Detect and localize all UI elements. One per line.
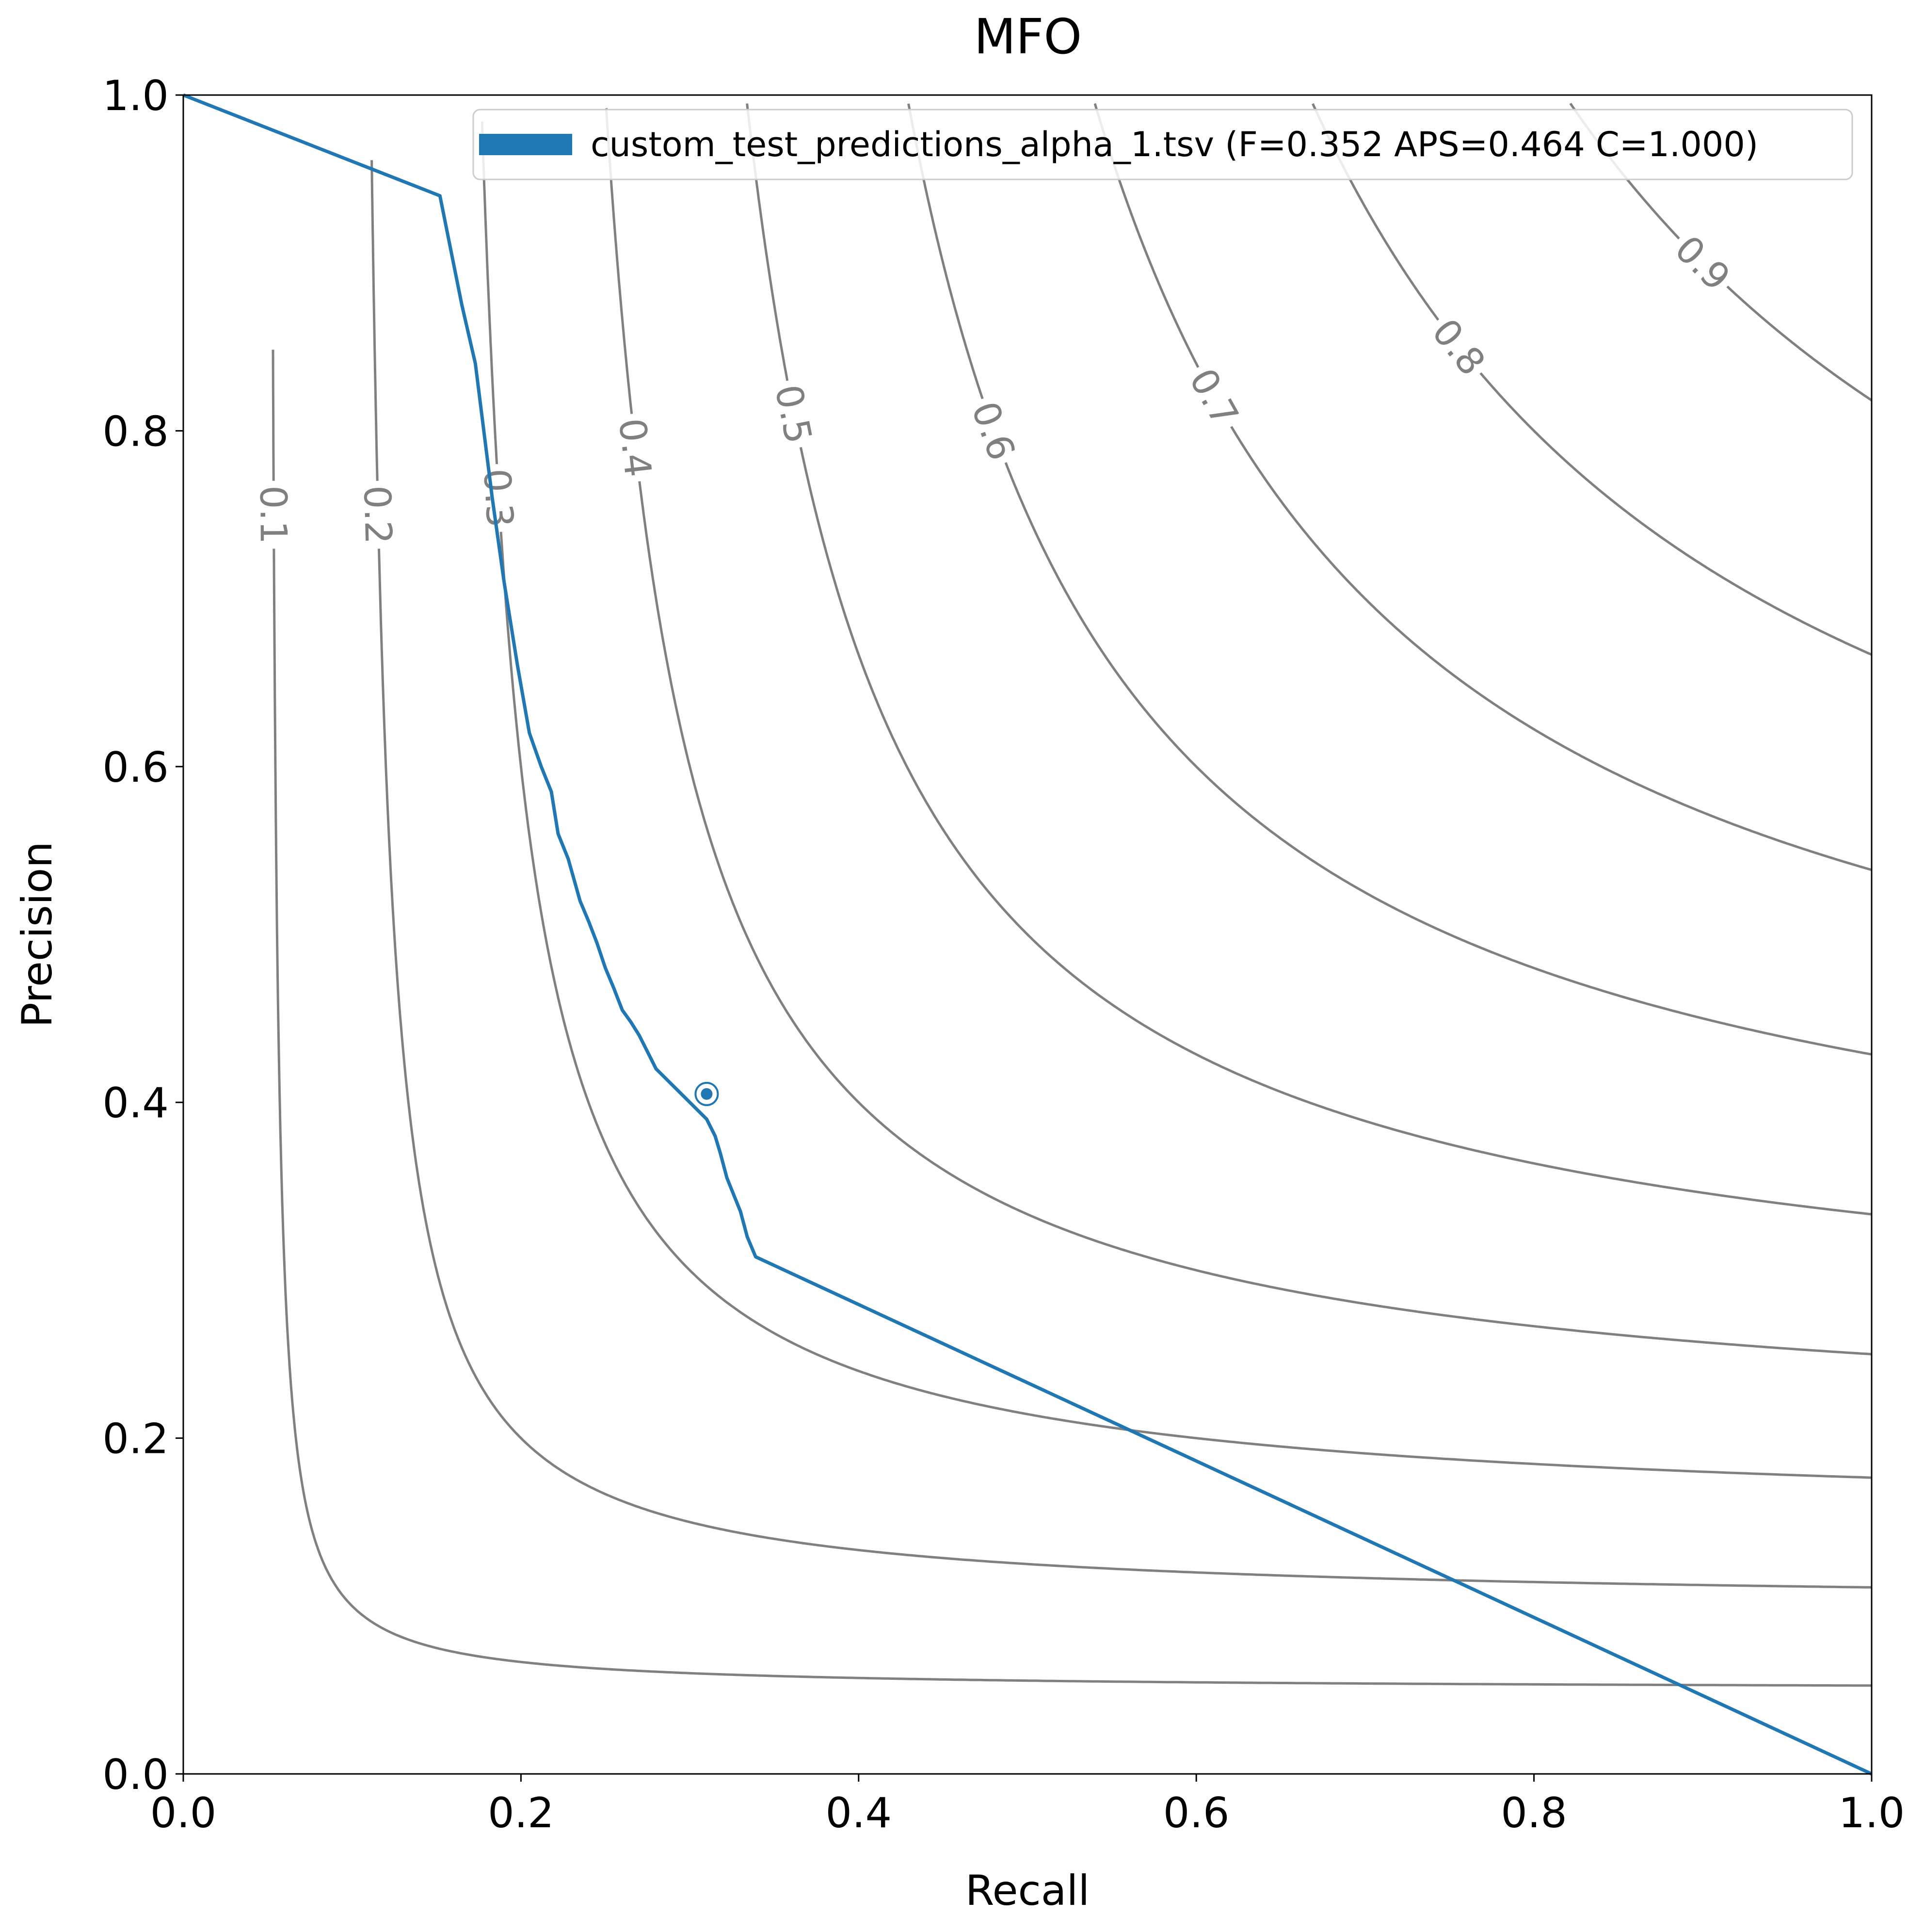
series-layer xyxy=(182,93,1873,1776)
iso-f-curves xyxy=(272,103,1873,1687)
iso-f-label: 0.5 xyxy=(767,381,820,447)
iso-f-label-bg xyxy=(766,376,821,452)
y-axis: 0.0 0.2 0.4 0.6 0.8 1.0 xyxy=(102,72,183,1799)
y-axis-label: Precision xyxy=(13,841,62,1028)
y-tick-label: 0.2 xyxy=(102,1415,169,1464)
iso-f-label: 0.4 xyxy=(610,416,660,479)
iso-f-label-bg xyxy=(252,481,295,549)
iso-f-curve xyxy=(481,121,1872,1479)
x-axis: 0.0 0.2 0.4 0.6 0.8 1.0 xyxy=(150,1774,1905,1837)
iso-f-label-bg xyxy=(1179,357,1250,437)
chart-title: MFO xyxy=(974,8,1082,65)
iso-f-label-bg xyxy=(1664,224,1742,302)
x-tick-label: 0.8 xyxy=(1501,1789,1567,1837)
best-point-ring xyxy=(694,1081,719,1106)
iso-f-curve xyxy=(1312,103,1873,656)
iso-f-curve xyxy=(1093,103,1872,871)
x-axis-label: Recall xyxy=(965,1867,1090,1915)
iso-f-labels: 0.1 0.2 0.30.40.5 0.6 0.70.80.9 xyxy=(252,224,1742,549)
iso-f-label-bg xyxy=(962,391,1026,470)
iso-f-label: 0.2 xyxy=(355,485,400,545)
iso-f-curve xyxy=(272,350,1872,1687)
x-tick-label: 0.0 xyxy=(150,1789,217,1837)
iso-f-curve xyxy=(370,160,1872,1589)
iso-f-curve xyxy=(746,103,1872,1216)
series-line xyxy=(182,93,1873,1776)
y-tick-label: 0.0 xyxy=(102,1751,169,1799)
best-point-dot xyxy=(701,1088,713,1100)
x-tick-label: 0.6 xyxy=(1163,1789,1230,1837)
iso-f-label-bg xyxy=(475,463,522,533)
iso-f-curve xyxy=(907,103,1872,1056)
legend-entry-label: custom_test_predictions_alpha_1.tsv (F=0… xyxy=(591,125,1758,164)
legend-box xyxy=(472,109,1853,180)
x-tick-label: 0.4 xyxy=(825,1789,892,1837)
legend: custom_test_predictions_alpha_1.tsv (F=0… xyxy=(472,109,1853,180)
x-tick-label: 0.2 xyxy=(488,1789,554,1837)
y-tick-label: 1.0 xyxy=(102,72,169,120)
iso-f-label: 0.8 xyxy=(1424,311,1494,384)
y-tick-label: 0.6 xyxy=(102,743,169,792)
legend-swatch xyxy=(479,134,572,155)
iso-f-label-bg xyxy=(1421,307,1497,387)
y-tick-label: 0.4 xyxy=(102,1079,169,1127)
iso-f-label: 0.1 xyxy=(252,485,295,544)
iso-f-curve xyxy=(605,108,1872,1355)
iso-f-label: 0.3 xyxy=(475,467,522,529)
iso-f-label-bg xyxy=(356,480,401,549)
iso-f-label-bg xyxy=(610,411,661,484)
plot-area-frame xyxy=(182,94,1873,1775)
x-tick-label: 1.0 xyxy=(1839,1789,1905,1837)
y-tick-label: 0.8 xyxy=(102,407,169,456)
